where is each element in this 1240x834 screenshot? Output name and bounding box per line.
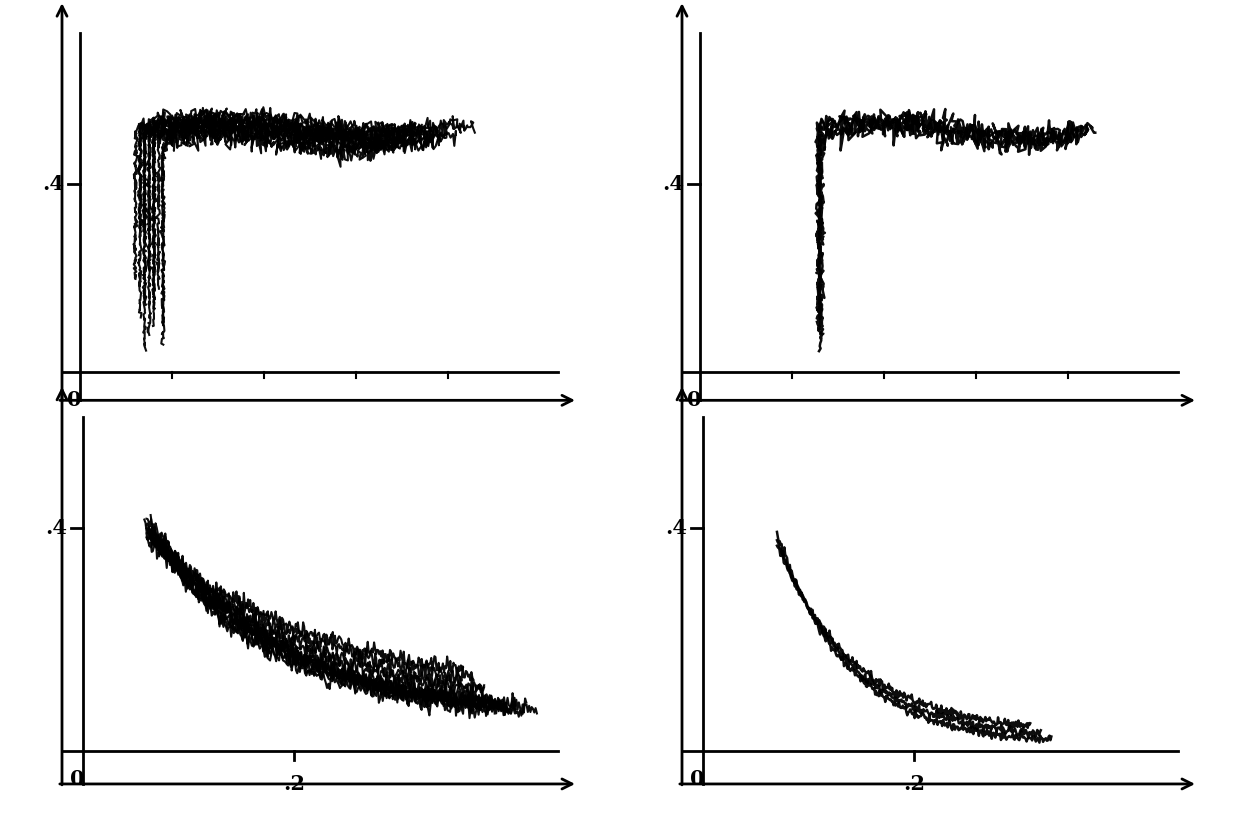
Text: .4: .4 bbox=[662, 174, 684, 194]
Text: b: b bbox=[919, 455, 941, 486]
Text: .2: .2 bbox=[903, 774, 925, 793]
Text: 0: 0 bbox=[69, 769, 84, 789]
Text: 0: 0 bbox=[67, 390, 82, 410]
Text: .4: .4 bbox=[45, 518, 67, 538]
Text: .4: .4 bbox=[42, 174, 64, 194]
Text: 0: 0 bbox=[687, 390, 702, 410]
Text: a: a bbox=[300, 455, 320, 486]
Text: 0: 0 bbox=[689, 769, 704, 789]
Text: .2: .2 bbox=[283, 774, 305, 793]
Text: .4: .4 bbox=[665, 518, 687, 538]
